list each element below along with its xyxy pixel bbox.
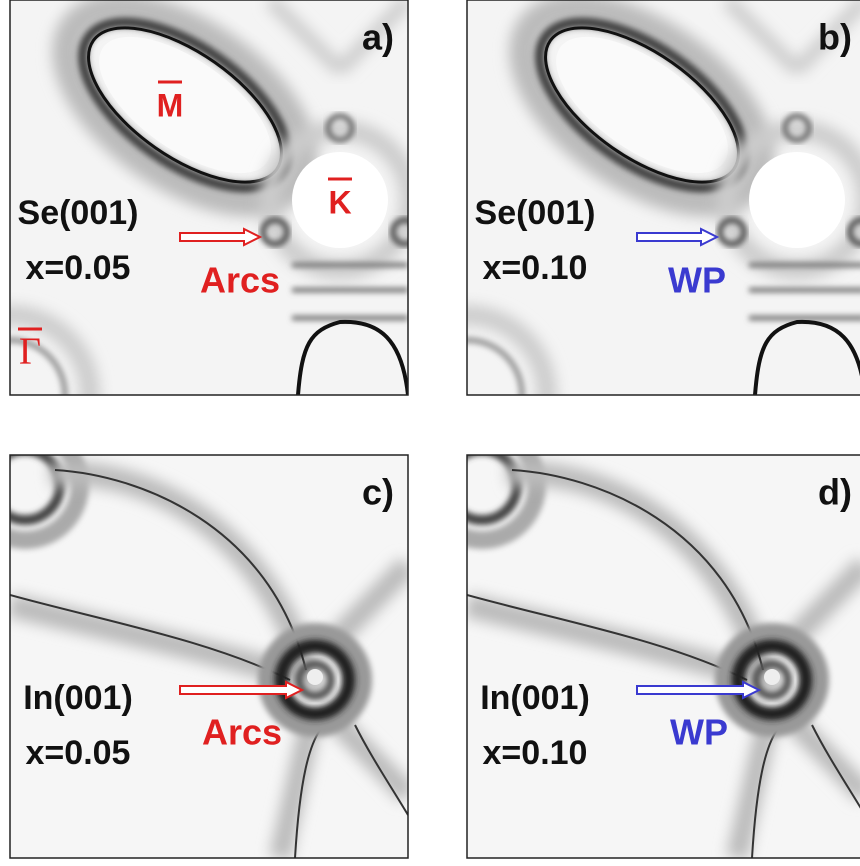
panel-border bbox=[466, 454, 860, 859]
panel: b) Se(001) x=0.10 WP bbox=[387, 0, 860, 475]
panel-border bbox=[466, 0, 860, 396]
surface-label: Se(001) bbox=[475, 194, 596, 232]
annotation: WP bbox=[668, 260, 726, 301]
arrow bbox=[179, 680, 305, 700]
composition-label: x=0.05 bbox=[26, 734, 131, 772]
arrow bbox=[179, 227, 263, 247]
arrow bbox=[636, 227, 720, 247]
arrow bbox=[636, 680, 762, 700]
panel: d) In(001) x=0.10 WP bbox=[427, 430, 860, 858]
symmetry-point: M bbox=[157, 87, 184, 123]
surface-label: In(001) bbox=[480, 679, 590, 717]
annotation: Arcs bbox=[202, 712, 282, 753]
surface-label: Se(001) bbox=[18, 194, 139, 232]
spectral-map bbox=[387, 0, 860, 475]
surface-label: In(001) bbox=[23, 679, 133, 717]
spectral-map bbox=[0, 430, 408, 858]
panel: a) Se(001) x=0.05 Arcs M K Γ bbox=[0, 0, 417, 475]
panel-label: d) bbox=[818, 472, 852, 513]
panel-border bbox=[9, 0, 409, 396]
panel-border bbox=[9, 454, 409, 859]
panel-label: c) bbox=[362, 472, 394, 513]
symmetry-point: Γ bbox=[19, 331, 41, 373]
composition-label: x=0.10 bbox=[483, 249, 588, 287]
composition-label: x=0.05 bbox=[26, 249, 131, 287]
annotation: WP bbox=[670, 712, 728, 753]
annotation: Arcs bbox=[200, 260, 280, 301]
composition-label: x=0.10 bbox=[483, 734, 588, 772]
spectral-map bbox=[427, 430, 860, 858]
panel-label: b) bbox=[818, 17, 852, 58]
panel-label: a) bbox=[362, 17, 394, 58]
symmetry-point: K bbox=[328, 184, 351, 220]
panel: c) In(001) x=0.05 Arcs bbox=[0, 430, 408, 858]
